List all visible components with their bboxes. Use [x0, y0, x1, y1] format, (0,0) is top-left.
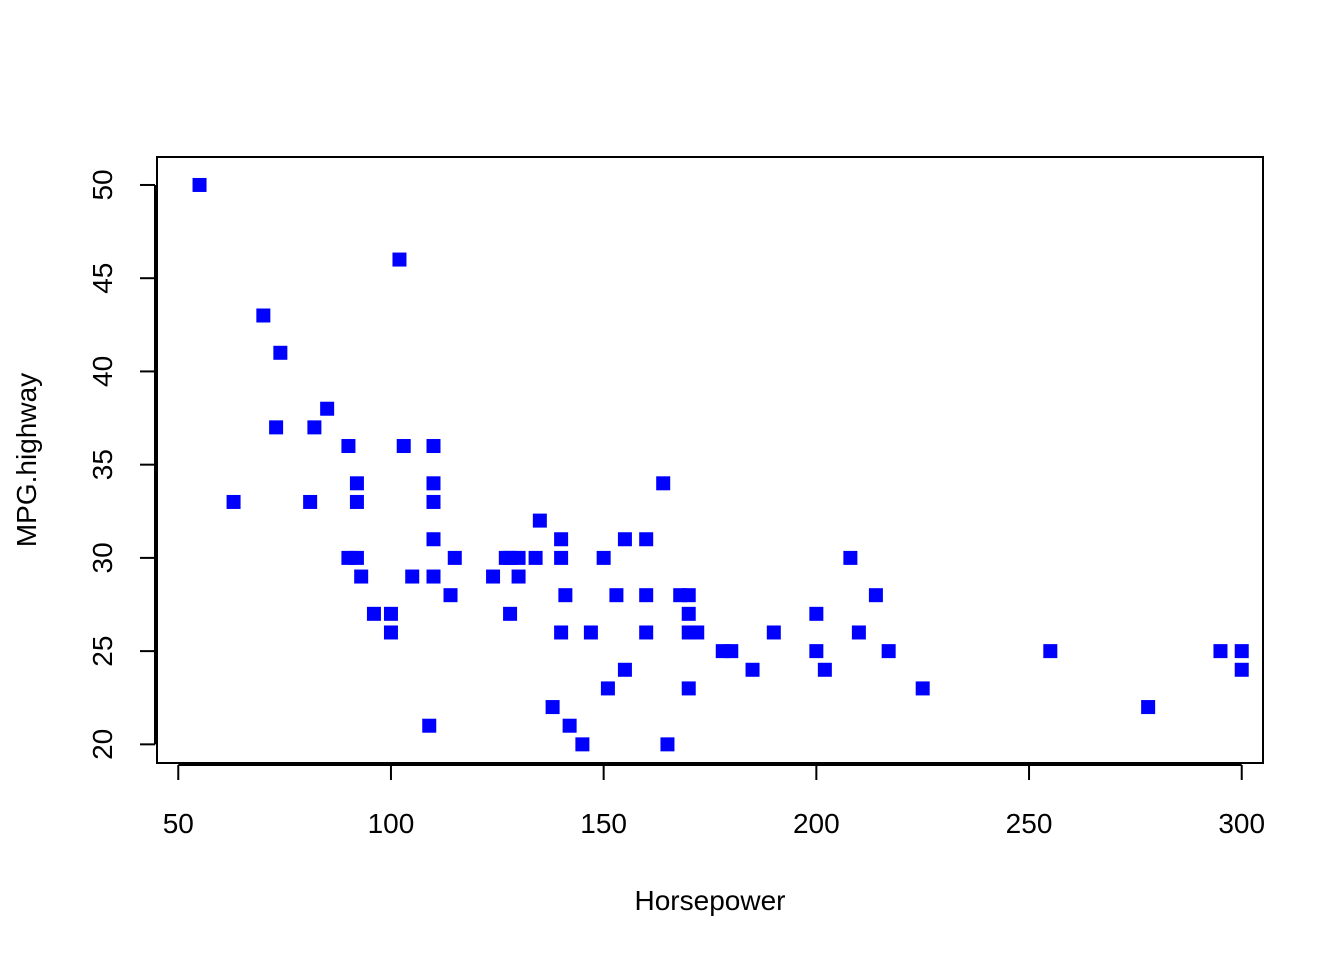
data-point — [341, 439, 356, 454]
y-tick-label: 45 — [87, 263, 118, 294]
data-point — [639, 532, 654, 547]
x-tick-label: 50 — [163, 808, 194, 839]
data-point — [881, 644, 896, 659]
y-tick-label: 25 — [87, 636, 118, 667]
data-point — [303, 494, 318, 509]
y-axis-title: MPG.highway — [11, 373, 42, 547]
x-axis-title: Horsepower — [635, 885, 786, 916]
data-point — [596, 550, 611, 565]
data-point — [426, 569, 441, 584]
data-point — [532, 513, 547, 528]
plot-frame — [156, 156, 1264, 764]
data-point — [660, 737, 675, 752]
data-point — [554, 625, 569, 640]
data-point — [447, 550, 462, 565]
data-point — [656, 476, 671, 491]
data-point — [1141, 700, 1156, 715]
data-point — [817, 662, 832, 677]
x-tick-label: 100 — [368, 808, 415, 839]
data-point — [511, 550, 526, 565]
data-point — [273, 345, 288, 360]
data-point — [192, 177, 207, 192]
data-point — [349, 550, 364, 565]
data-point — [609, 588, 624, 603]
data-point — [681, 588, 696, 603]
data-point — [562, 718, 577, 733]
data-point — [349, 494, 364, 509]
y-tick-label: 40 — [87, 356, 118, 387]
data-point — [554, 532, 569, 547]
x-tick-label: 250 — [1006, 808, 1053, 839]
data-point — [809, 644, 824, 659]
data-point — [354, 569, 369, 584]
data-points — [192, 177, 1249, 752]
y-axis: 20 25 30 35 40 45 50 — [87, 169, 156, 760]
data-point — [1043, 644, 1058, 659]
data-point — [617, 662, 632, 677]
data-point — [617, 532, 632, 547]
data-point — [392, 252, 407, 267]
data-point — [426, 439, 441, 454]
data-point — [226, 494, 241, 509]
data-point — [545, 700, 560, 715]
data-point — [366, 606, 381, 621]
data-point — [256, 308, 271, 323]
data-point — [583, 625, 598, 640]
data-point — [600, 681, 615, 696]
data-point — [843, 550, 858, 565]
data-point — [575, 737, 590, 752]
data-point — [558, 588, 573, 603]
data-point — [681, 606, 696, 621]
data-point — [554, 550, 569, 565]
data-point — [405, 569, 420, 584]
data-point — [511, 569, 526, 584]
data-point — [809, 606, 824, 621]
data-point — [349, 476, 364, 491]
data-point — [681, 681, 696, 696]
data-point — [745, 662, 760, 677]
y-tick-label: 35 — [87, 449, 118, 480]
data-point — [426, 476, 441, 491]
data-point — [307, 420, 322, 435]
data-point — [639, 588, 654, 603]
data-point — [1234, 662, 1249, 677]
data-point — [396, 439, 411, 454]
data-point — [851, 625, 866, 640]
data-point — [690, 625, 705, 640]
data-point — [503, 606, 518, 621]
data-point — [528, 550, 543, 565]
data-point — [868, 588, 883, 603]
data-point — [486, 569, 501, 584]
y-tick-label: 30 — [87, 542, 118, 573]
x-axis: 50 100 150 200 250 300 — [163, 764, 1265, 839]
data-point — [766, 625, 781, 640]
x-tick-label: 150 — [580, 808, 627, 839]
data-point — [443, 588, 458, 603]
data-point — [269, 420, 284, 435]
x-tick-label: 300 — [1218, 808, 1265, 839]
data-point — [422, 718, 437, 733]
data-point — [320, 401, 335, 416]
data-point — [383, 625, 398, 640]
data-point — [1213, 644, 1228, 659]
data-point — [639, 625, 654, 640]
data-point — [915, 681, 930, 696]
y-tick-label: 50 — [87, 169, 118, 200]
y-tick-label: 20 — [87, 729, 118, 760]
data-point — [426, 532, 441, 547]
data-point — [383, 606, 398, 621]
data-point — [724, 644, 739, 659]
x-tick-label: 200 — [793, 808, 840, 839]
data-point — [426, 494, 441, 509]
data-point — [1234, 644, 1249, 659]
